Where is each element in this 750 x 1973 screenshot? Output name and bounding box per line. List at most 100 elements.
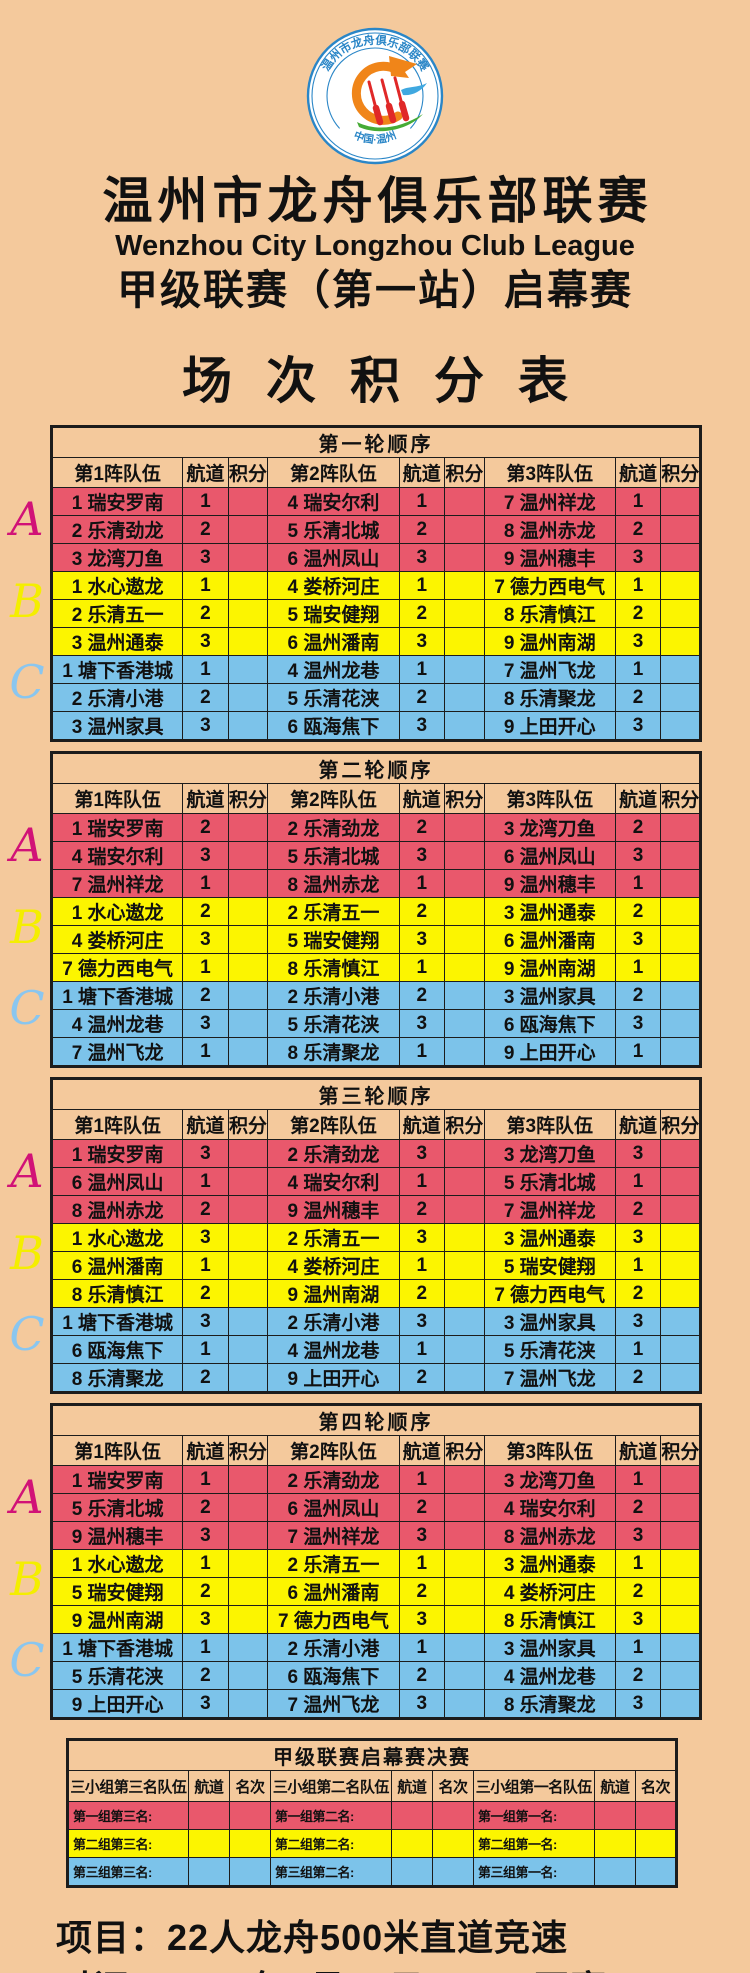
lane-cell: 3 <box>614 627 662 656</box>
team-cell: 第二组第一名: <box>472 1829 595 1858</box>
score-cell <box>227 1307 269 1336</box>
lane-cell: 1 <box>614 1167 662 1196</box>
lane-cell: 2 <box>398 813 446 842</box>
table-row: 9 温州南湖 3 7 德力西电气 3 8 乐清慎江 3 <box>50 1605 701 1634</box>
column-header: 第2阵队伍 <box>267 1109 400 1140</box>
page-title-en: Wenzhou City Longzhou Club League <box>115 230 635 262</box>
table-row: 6 瓯海焦下 1 4 温州龙巷 1 5 乐清花浃 1 <box>50 1335 701 1364</box>
table-row: 2 乐清劲龙 2 5 乐清北城 2 8 温州赤龙 2 <box>50 515 701 544</box>
team-cell: 1 塘下香港城 <box>50 1633 184 1662</box>
round-header-row: 第1阵队伍 航道 积分 第2阵队伍 航道 积分 第3阵队伍 航道 积分 <box>50 783 701 814</box>
team-cell: 5 瑞安健翔 <box>483 1251 616 1280</box>
team-cell: 6 温州凤山 <box>267 1493 400 1522</box>
lane-cell: 2 <box>182 1577 229 1606</box>
score-cell <box>660 1363 701 1393</box>
score-cell <box>229 1857 271 1887</box>
column-header: 第2阵队伍 <box>267 783 400 814</box>
score-cell <box>227 1577 269 1606</box>
lane-cell: 2 <box>182 1493 229 1522</box>
team-cell: 5 乐清花浃 <box>267 1009 400 1038</box>
table-row: 5 乐清北城 2 6 温州凤山 2 4 瑞安尔利 2 <box>50 1493 701 1522</box>
footer-time-line: 时间：2014年7月20日13:00 开赛 <box>56 1963 750 1973</box>
column-header: 积分 <box>660 783 701 814</box>
lane-cell: 3 <box>614 1521 662 1550</box>
round-4-table: 第四轮顺序 第1阵队伍 航道 积分 第2阵队伍 航道 积分 第3阵队伍 航道 积分 1 瑞安罗南 1 2… <box>50 1403 702 1720</box>
column-header: 航道 <box>187 1770 231 1802</box>
score-cell <box>227 1549 269 1578</box>
table-row: 7 温州祥龙 1 8 温州赤龙 1 9 温州穗丰 1 <box>50 869 701 898</box>
table-row: 5 乐清花浃 2 6 瓯海焦下 2 4 温州龙巷 2 <box>50 1661 701 1690</box>
score-cell <box>660 1223 701 1252</box>
team-cell: 9 温州南湖 <box>267 1279 400 1308</box>
team-cell: 7 温州飞龙 <box>483 655 616 684</box>
lane-cell: 3 <box>398 1223 446 1252</box>
team-cell: 2 乐清五一 <box>267 897 400 926</box>
column-header: 第2阵队伍 <box>267 457 400 488</box>
table-row: 4 温州龙巷 3 5 乐清花浃 3 6 瓯海焦下 3 <box>50 1009 701 1038</box>
team-cell: 5 乐清北城 <box>267 515 400 544</box>
group-letter-a: A <box>10 1470 44 1524</box>
column-header: 航道 <box>398 1435 446 1466</box>
team-cell: 8 乐清聚龙 <box>50 1363 184 1393</box>
table-row: 1 瑞安罗南 1 2 乐清劲龙 1 3 龙湾刀鱼 1 <box>50 1465 701 1494</box>
team-cell: 2 乐清小港 <box>267 1307 400 1336</box>
lane-cell: 1 <box>182 1037 229 1067</box>
lane-cell <box>593 1829 637 1858</box>
table-row: 9 温州穗丰 3 7 温州祥龙 3 8 温州赤龙 3 <box>50 1521 701 1550</box>
team-cell: 2 乐清五一 <box>267 1223 400 1252</box>
column-header: 航道 <box>614 1435 662 1466</box>
score-cell <box>227 953 269 982</box>
team-cell: 9 温州南湖 <box>483 953 616 982</box>
team-cell: 第一组第三名: <box>67 1801 189 1830</box>
score-cell <box>660 1279 701 1308</box>
team-cell: 第三组第三名: <box>67 1857 189 1887</box>
group-letter-c: C <box>9 1307 45 1361</box>
team-cell: 7 温州祥龙 <box>483 487 616 516</box>
table-row: 1 水心遨龙 1 2 乐清五一 1 3 温州通泰 1 <box>50 1549 701 1578</box>
column-header: 航道 <box>398 783 446 814</box>
team-cell: 1 塘下香港城 <box>50 655 184 684</box>
score-cell <box>660 1009 701 1038</box>
table-row: 9 上田开心 3 7 温州飞龙 3 8 乐清聚龙 3 <box>50 1689 701 1719</box>
lane-cell: 3 <box>398 841 446 870</box>
score-cell <box>660 1633 701 1662</box>
column-header: 积分 <box>227 783 269 814</box>
lane-cell: 3 <box>398 1605 446 1634</box>
team-cell: 6 温州凤山 <box>50 1167 184 1196</box>
table-row: 2 乐清小港 2 5 乐清花浃 2 8 乐清聚龙 2 <box>50 683 701 712</box>
table-row: 8 乐清慎江 2 9 温州南湖 2 7 德力西电气 2 <box>50 1279 701 1308</box>
lane-cell: 3 <box>614 1223 662 1252</box>
lane-cell: 1 <box>182 1251 229 1280</box>
lane-cell: 2 <box>614 1279 662 1308</box>
score-cell <box>227 1493 269 1522</box>
score-cell <box>227 1335 269 1364</box>
lane-cell: 2 <box>614 1363 662 1393</box>
lane-cell: 2 <box>614 515 662 544</box>
team-cell: 6 瓯海焦下 <box>267 1661 400 1690</box>
team-cell: 5 乐清花浃 <box>267 683 400 712</box>
score-cell <box>660 1167 701 1196</box>
score-cell <box>432 1801 474 1830</box>
round-header-row: 第1阵队伍 航道 积分 第2阵队伍 航道 积分 第3阵队伍 航道 积分 <box>50 1109 701 1140</box>
score-cell <box>227 1223 269 1252</box>
team-cell: 8 温州赤龙 <box>483 515 616 544</box>
score-cell <box>444 711 485 741</box>
score-cell <box>227 1661 269 1690</box>
lane-cell: 1 <box>614 1251 662 1280</box>
lane-cell: 3 <box>398 1689 446 1719</box>
score-cell <box>660 981 701 1010</box>
lane-cell: 2 <box>182 599 229 628</box>
team-cell: 7 德力西电气 <box>267 1605 400 1634</box>
lane-cell: 1 <box>614 1037 662 1067</box>
score-cell <box>227 925 269 954</box>
score-cell <box>444 1465 485 1494</box>
column-header: 第1阵队伍 <box>50 457 184 488</box>
lane-cell: 3 <box>182 1307 229 1336</box>
team-cell: 3 温州家具 <box>50 711 184 741</box>
score-cell <box>660 1549 701 1578</box>
lane-cell: 2 <box>182 1661 229 1690</box>
lane-cell: 2 <box>614 1493 662 1522</box>
table-row: 1 水心遨龙 1 4 娄桥河庄 1 7 德力西电气 1 <box>50 571 701 600</box>
table-row: 1 瑞安罗南 3 2 乐清劲龙 3 3 龙湾刀鱼 3 <box>50 1139 701 1168</box>
team-cell: 3 温州通泰 <box>483 1223 616 1252</box>
